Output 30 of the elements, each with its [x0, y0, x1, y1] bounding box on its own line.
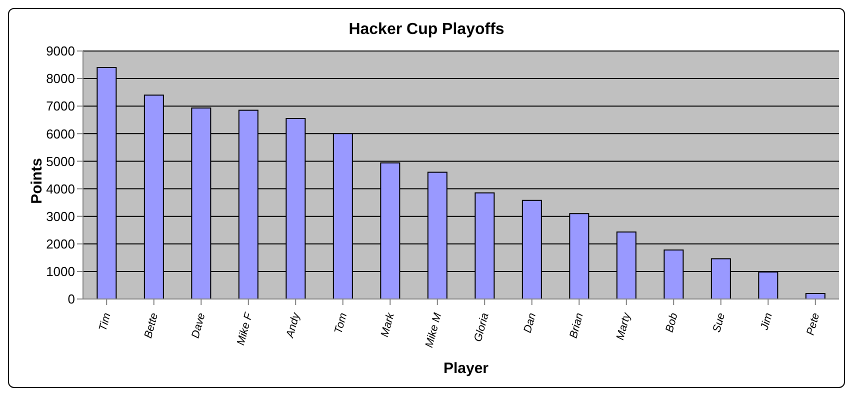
x-tick-label: Gloria: [472, 312, 492, 344]
y-tick-label: 7000: [46, 98, 75, 114]
bar: [805, 292, 826, 299]
x-tick-label: Tom: [332, 312, 350, 336]
y-tick-label: 2000: [46, 236, 75, 252]
x-tick-label: Mike F: [235, 310, 256, 347]
x-tick-label: Mark: [378, 311, 398, 338]
x-tick-label: Tim: [97, 312, 114, 332]
y-tick-label: 9000: [46, 44, 75, 59]
y-tick-label: 3000: [46, 208, 75, 224]
x-tick-label: Mike M: [423, 310, 444, 350]
x-tick-label: Brian: [568, 312, 586, 340]
y-tick-label: 6000: [46, 126, 75, 142]
x-tick-label: Andy: [284, 310, 303, 340]
x-tick-label: Bette: [142, 312, 161, 340]
y-tick-label: 0: [68, 292, 75, 307]
x-tick-label: Marty: [614, 310, 634, 342]
x-tick-label: Dan: [522, 312, 539, 334]
x-tick-label: Pete: [804, 312, 822, 337]
x-axis-title: Player: [442, 360, 490, 377]
x-tick-label: Dave: [190, 312, 208, 340]
y-axis-title: Points: [28, 158, 46, 204]
x-tick-label: Sue: [710, 312, 728, 334]
chart-title: Hacker Cup Playoffs: [348, 21, 506, 39]
x-tick-label: Bob: [664, 312, 680, 334]
y-tick-label: 4000: [46, 181, 75, 196]
y-tick-label: 1000: [46, 264, 75, 280]
y-tick-label: 8000: [46, 71, 75, 86]
x-tick-label: Jim: [758, 312, 775, 332]
y-tick-label: 5000: [46, 154, 75, 169]
